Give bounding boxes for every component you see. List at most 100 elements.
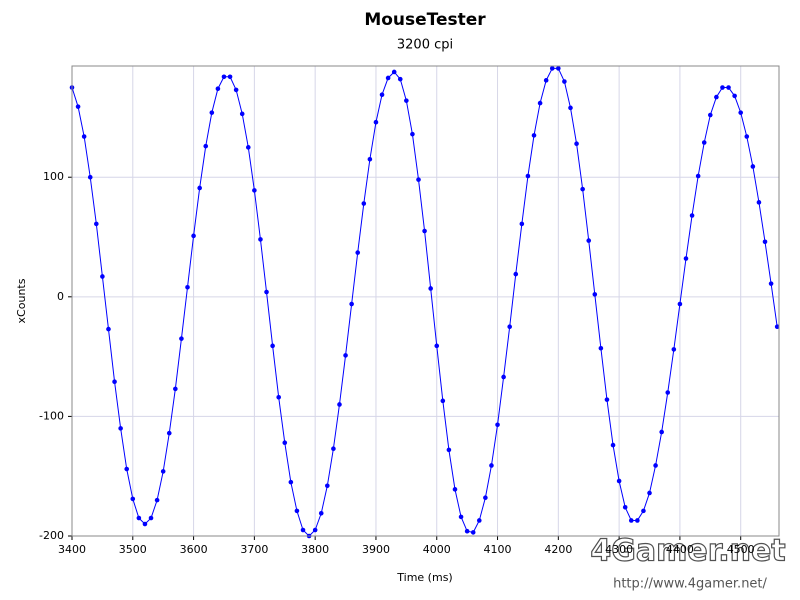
data-point [373,119,379,125]
data-point [100,274,105,279]
data-point [452,487,458,492]
data-point [318,510,324,516]
data-point [367,156,373,162]
data-point [136,515,142,521]
y-tick-label: -100 [39,409,64,422]
data-point [215,86,221,92]
x-tick-label: 3900 [362,543,390,556]
x-tick-label: 3400 [58,543,86,556]
data-point [343,353,348,358]
data-point [270,343,275,349]
data-point [586,238,592,243]
data-point [288,479,294,485]
data-point [130,496,136,502]
data-point [549,66,555,71]
data-point [562,79,567,84]
data-point [628,518,634,523]
data-point [264,289,269,295]
x-tick-label: 3600 [180,543,208,556]
data-point [173,386,178,392]
data-point [616,478,622,484]
data-point [647,490,652,496]
watermark: 4Gamer.net [590,534,785,569]
data-point [470,530,476,535]
data-point [689,213,695,218]
data-point [507,324,512,330]
data-point [574,141,579,147]
plot-area [69,66,780,539]
data-point [94,221,99,227]
data-point [726,85,731,90]
data-point [166,430,172,436]
data-point [671,347,677,352]
data-point [677,301,683,307]
data-point [665,390,671,395]
data-point [483,495,488,501]
x-axis-label: Time (ms) [396,571,452,584]
data-point [349,301,354,307]
data-point [641,508,646,514]
data-point [416,177,421,182]
data-point [720,85,725,90]
data-point [756,200,762,205]
data-point [282,440,288,446]
data-point [525,173,531,179]
grid [68,66,779,540]
data-point [458,514,464,520]
plot-frame [71,65,780,537]
data-point [325,483,330,489]
data-point [410,131,415,137]
data-point [568,105,573,111]
x-tick-label: 3700 [240,543,268,556]
data-point [294,508,300,514]
data-point [239,111,245,117]
y-tick-label: 100 [43,170,64,183]
data-point [489,463,494,468]
data-point [361,201,367,206]
data-point [391,69,397,75]
y-tick-label: -200 [39,529,64,542]
data-point [653,463,658,468]
data-point [245,145,251,150]
data-point [537,100,543,106]
data-point [227,74,233,80]
x-tick-label: 4100 [484,543,512,556]
data-point [118,426,123,431]
data-point [87,174,93,180]
data-point [744,134,750,139]
data-point [750,164,756,169]
data-point [355,250,361,255]
data-point [276,394,281,400]
data-point [774,324,780,330]
data-point [501,374,506,380]
data-point [233,87,239,93]
data-point [160,469,166,474]
x-tick-label: 3500 [119,543,147,556]
data-point [75,104,81,109]
data-point [519,221,525,227]
data-point [179,336,184,341]
data-point [385,75,391,81]
data-point [556,66,561,71]
x-tick-label: 3800 [301,543,329,556]
data-point [762,239,768,245]
data-point [209,110,215,115]
data-point [106,326,111,332]
data-point [592,292,598,297]
data-point [185,284,190,290]
data-point [312,527,318,533]
y-tick-label: 0 [57,290,64,303]
data-point [300,527,306,533]
x-tick-label: 4500 [727,543,755,556]
data-point [331,446,336,451]
data-point [142,521,148,527]
data-point [738,110,744,115]
y-axis-label: xCounts [15,278,28,323]
data-point [683,256,689,261]
data-point [701,140,707,145]
data-point [221,74,227,80]
x-tick-label: 4000 [423,543,451,556]
data-point [440,398,446,404]
data-point [695,173,701,179]
